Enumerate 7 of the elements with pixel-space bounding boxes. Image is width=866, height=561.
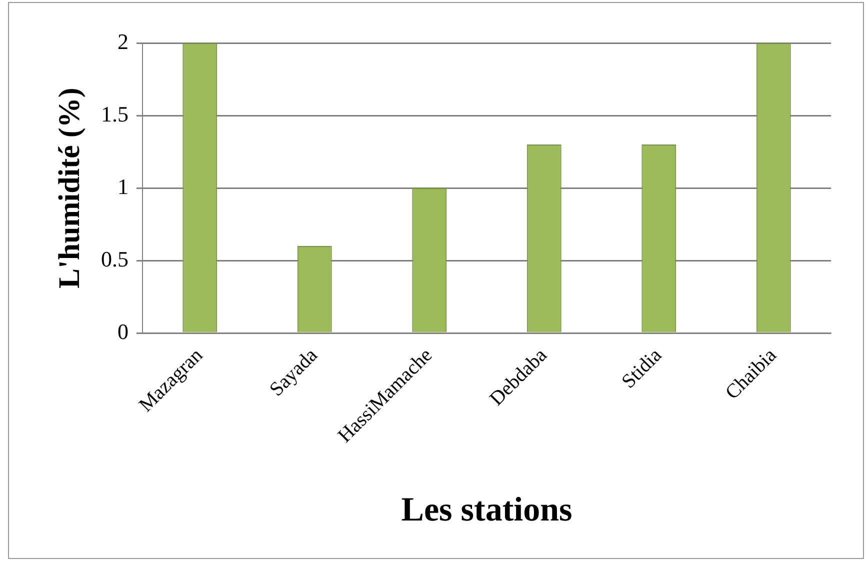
y-axis-title: L'humidité (%)	[52, 88, 86, 288]
y-tick-label: 1.5	[101, 101, 128, 126]
x-axis-title: Les stations	[401, 491, 572, 528]
y-tick-label: 0	[118, 318, 128, 344]
y-tick-label: 2	[118, 28, 128, 54]
y-tick-label: 0.5	[101, 246, 128, 272]
y-tick-label: 1	[118, 174, 128, 199]
